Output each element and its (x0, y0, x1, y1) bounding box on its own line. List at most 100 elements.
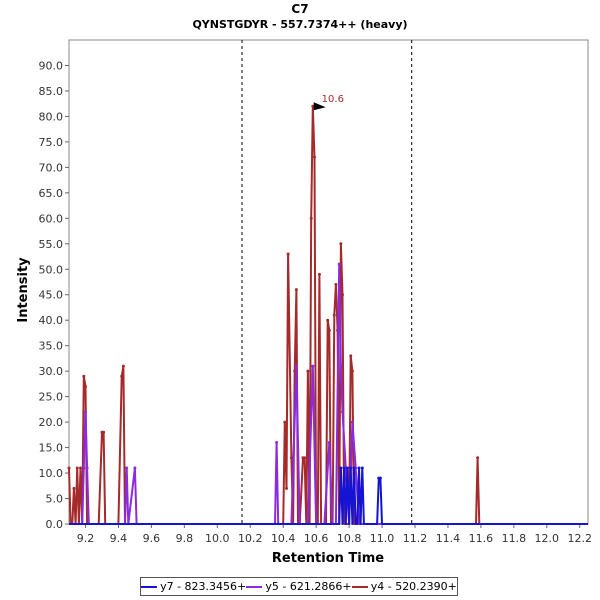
x-tick-label: 12.0 (535, 532, 560, 545)
y-tick-label: 75.0 (39, 136, 64, 149)
data-point (102, 430, 106, 434)
legend-label: y5 - 621.2866+ (265, 580, 352, 593)
data-point (303, 456, 307, 460)
y-tick-label: 65.0 (39, 187, 64, 200)
data-point (309, 216, 313, 220)
y-tick-label: 80.0 (39, 110, 64, 123)
data-point (345, 466, 349, 470)
data-point (339, 364, 343, 368)
data-point (294, 288, 298, 292)
y-tick-label: 55.0 (39, 238, 64, 251)
chart-legend: y7 - 823.3456+ y5 - 621.2866+ y4 - 520.239… (140, 577, 458, 596)
data-point (337, 262, 341, 266)
x-tick-label: 12.2 (568, 532, 593, 545)
data-point (286, 252, 290, 256)
data-point (83, 384, 87, 388)
data-point (311, 364, 315, 368)
y-tick-label: 0.0 (46, 518, 64, 531)
y-tick-label: 25.0 (39, 391, 64, 404)
data-point (339, 466, 343, 470)
x-tick-label: 9.2 (77, 532, 95, 545)
legend-item-3: y4 - 520.2390+ (351, 580, 457, 593)
data-point (341, 293, 345, 297)
data-point (67, 466, 71, 470)
y-tick-label: 20.0 (39, 416, 64, 429)
y-tick-label: 5.0 (46, 493, 64, 506)
x-tick-label: 11.2 (403, 532, 428, 545)
data-point (294, 364, 298, 368)
data-point (85, 466, 89, 470)
data-point (350, 420, 354, 424)
legend-swatch (141, 585, 158, 588)
data-point (334, 283, 338, 287)
data-point (378, 476, 382, 480)
legend-item-2: y5 - 621.2866+ (246, 580, 352, 593)
x-tick-label: 10.0 (205, 532, 230, 545)
data-point (72, 486, 76, 490)
legend-swatch (351, 585, 368, 588)
data-point (352, 466, 356, 470)
x-tick-label: 11.6 (469, 532, 494, 545)
data-point (275, 440, 279, 444)
legend-item-1: y7 - 823.3456+ (141, 580, 246, 593)
x-tick-label: 10.2 (238, 532, 263, 545)
data-point (306, 369, 310, 373)
data-point (82, 374, 86, 378)
data-point (360, 466, 364, 470)
legend-label: y4 - 520.2390+ (370, 580, 457, 593)
data-point (120, 374, 124, 378)
legend-label: y7 - 823.3456+ (160, 580, 247, 593)
x-tick-label: 11.0 (370, 532, 395, 545)
y-tick-label: 50.0 (39, 263, 64, 276)
y-axis-label: Intensity (16, 257, 31, 323)
chart-subtitle: QYNSTGDYR - 557.7374++ (heavy) (192, 18, 407, 31)
data-point (327, 440, 331, 444)
data-point (339, 242, 343, 246)
data-point (283, 420, 287, 424)
x-tick-label: 10.8 (337, 532, 362, 545)
x-tick-label: 10.6 (304, 532, 329, 545)
y-tick-label: 40.0 (39, 314, 64, 327)
x-tick-label: 9.8 (176, 532, 194, 545)
data-point (311, 104, 315, 108)
data-point (75, 466, 79, 470)
data-point (289, 456, 293, 460)
y-tick-label: 15.0 (39, 442, 64, 455)
data-point (341, 410, 345, 414)
x-tick-label: 9.6 (143, 532, 161, 545)
x-tick-label: 11.4 (436, 532, 461, 545)
data-point (349, 466, 353, 470)
data-point (133, 466, 137, 470)
data-point (125, 466, 129, 470)
y-tick-label: 35.0 (39, 340, 64, 353)
chart-title: C7 (291, 2, 308, 16)
data-point (332, 313, 336, 317)
data-point (342, 466, 346, 470)
series-line-1 (69, 467, 588, 525)
data-point (82, 466, 86, 470)
data-point (349, 354, 353, 358)
x-axis-label: Retention Time (272, 551, 384, 566)
data-point (350, 369, 354, 373)
data-point (317, 272, 321, 276)
peak-annotation-label: 10.6 (322, 94, 344, 105)
y-tick-label: 10.0 (39, 467, 64, 480)
data-point (326, 318, 330, 322)
y-tick-label: 70.0 (39, 161, 64, 174)
data-point (312, 155, 316, 159)
peak-marker-icon (313, 102, 326, 111)
legend-swatch (246, 585, 263, 588)
y-tick-label: 90.0 (39, 59, 64, 72)
y-tick-label: 30.0 (39, 365, 64, 378)
y-tick-label: 45.0 (39, 289, 64, 302)
y-tick-label: 85.0 (39, 85, 64, 98)
x-tick-label: 9.4 (110, 532, 128, 545)
data-point (327, 328, 331, 332)
data-point (79, 466, 83, 470)
data-point (121, 364, 125, 368)
data-point (357, 466, 361, 470)
x-tick-label: 10.4 (271, 532, 296, 545)
y-tick-label: 60.0 (39, 212, 64, 225)
x-tick-label: 11.8 (502, 532, 527, 545)
